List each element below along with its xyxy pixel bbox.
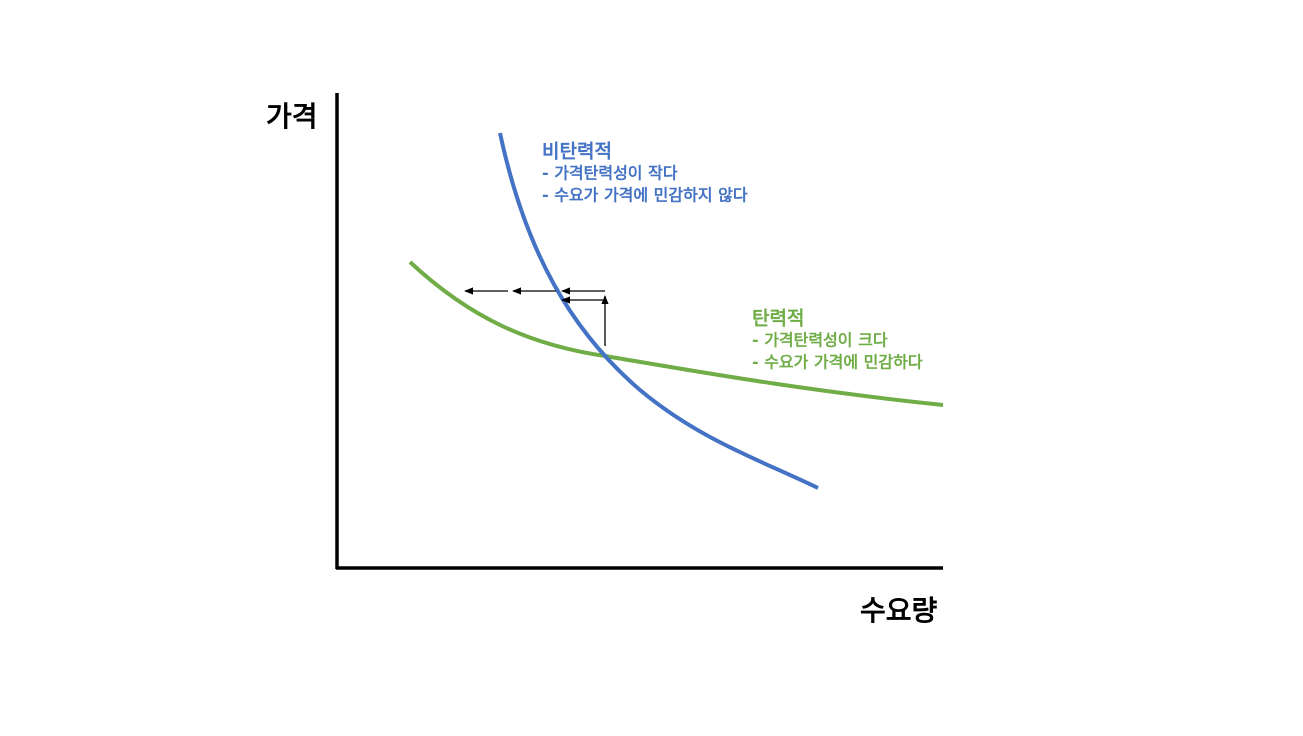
- curve-name: 탄력적: [752, 308, 804, 330]
- curve-note: - 수요가 가격에 민감하다: [752, 353, 923, 372]
- curve-note: - 가격탄력성이 작다: [542, 164, 678, 183]
- y-axis-label: 가격: [266, 100, 318, 133]
- curve-note: - 수요가 가격에 민감하지 않다: [542, 186, 748, 205]
- elastic-curve: [408, 260, 944, 407]
- arrows: [464, 287, 609, 346]
- x-axis-label: 수요량: [860, 594, 938, 627]
- inelastic-curve: [498, 132, 819, 490]
- curve-name: 비탄력적: [542, 141, 612, 163]
- curve-note: - 가격탄력성이 크다: [752, 331, 888, 350]
